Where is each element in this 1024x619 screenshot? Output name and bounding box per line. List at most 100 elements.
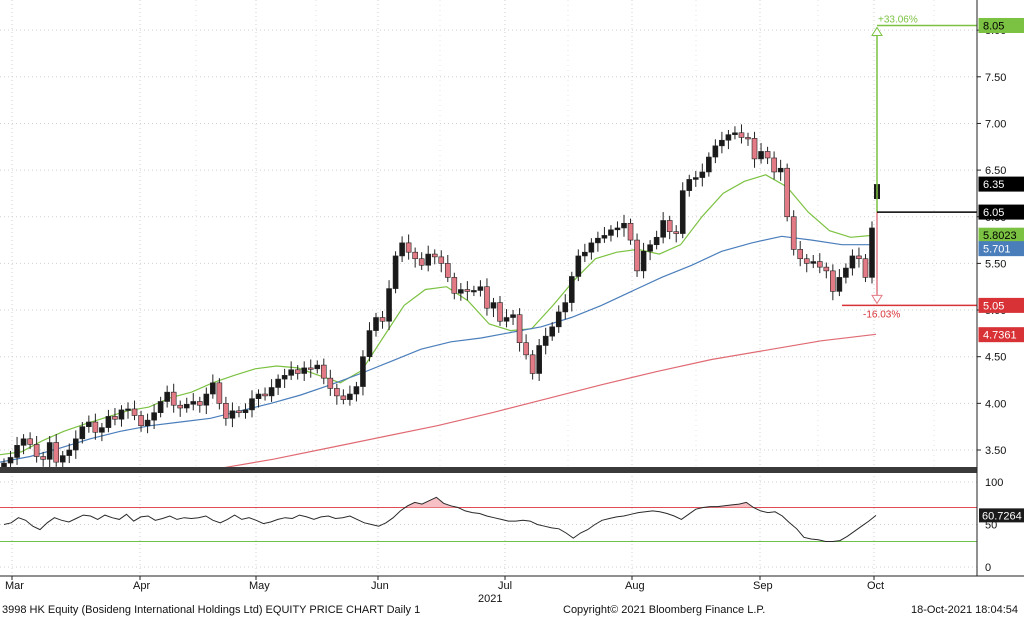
- candle: [706, 152, 712, 177]
- candle-body: [216, 382, 223, 404]
- copyright-text: Copyright© 2021 Bloomberg Finance L.P.: [563, 604, 766, 616]
- candle-body: [118, 409, 125, 420]
- candle: [405, 234, 412, 260]
- candle-body: [418, 258, 425, 266]
- candle-body: [477, 286, 484, 291]
- candle-body: [699, 171, 706, 178]
- y-tick-label: 7.50: [985, 72, 1006, 84]
- candle: [503, 309, 510, 328]
- price-tag: 5.8023: [978, 227, 1024, 243]
- y-tick-label: 4.50: [985, 352, 1006, 364]
- rsi-tick-label: 0: [985, 562, 991, 574]
- x-tick-label: Oct: [867, 580, 884, 592]
- target-low-arrowhead: [871, 294, 883, 305]
- grid: [0, 0, 977, 573]
- candle-body: [320, 364, 327, 379]
- candle-body: [183, 403, 190, 409]
- candle: [170, 383, 177, 413]
- candle: [699, 163, 706, 187]
- price-tag: 6.05: [978, 204, 1024, 220]
- candle: [438, 250, 445, 273]
- candle-body: [53, 442, 60, 463]
- price-tag: 4.7361: [978, 327, 1024, 343]
- candle-body: [399, 242, 405, 257]
- candle-body: [92, 421, 99, 433]
- candle-body: [353, 386, 360, 395]
- candle: [634, 233, 640, 277]
- x-tick-label: Jun: [371, 580, 389, 592]
- candle-body: [608, 229, 614, 236]
- candle-body: [666, 220, 673, 232]
- candle: [477, 280, 484, 297]
- candle-body: [40, 456, 46, 460]
- candle-body: [236, 410, 242, 413]
- candle: [131, 400, 138, 421]
- candle-body: [223, 403, 229, 419]
- candle: [86, 415, 92, 433]
- rsi-panel: [0, 496, 977, 542]
- candle-body: [373, 317, 379, 331]
- candle: [836, 268, 843, 297]
- target-low-pct: -16.03%: [863, 309, 900, 320]
- candle: [288, 361, 294, 381]
- candle: [275, 374, 281, 395]
- axes: 3.504.004.505.005.506.006.507.007.508.00…: [0, 0, 1024, 605]
- price-tag-label: 6.05: [983, 207, 1004, 219]
- candle-body: [307, 367, 314, 370]
- sma-line-3: [217, 333, 877, 470]
- candle-body: [595, 237, 601, 244]
- candle: [255, 389, 262, 408]
- candle: [164, 385, 170, 408]
- x-tick-label: May: [249, 580, 270, 592]
- y-tick-label: 7.00: [985, 118, 1006, 130]
- rsi-value-tag-label: 60.7264: [982, 510, 1022, 522]
- price-tag-label: 5.701: [983, 244, 1011, 256]
- candle: [484, 278, 490, 316]
- target-high-arrowhead: [871, 26, 883, 36]
- candle-body: [392, 255, 399, 289]
- candle: [72, 430, 79, 459]
- candle-body: [856, 255, 862, 260]
- candle-body: [33, 444, 40, 457]
- candle: [418, 252, 425, 270]
- panel-separator: [0, 467, 977, 473]
- candle: [314, 360, 321, 374]
- candle-body: [66, 449, 73, 456]
- candle-body: [490, 302, 497, 309]
- candle-body: [712, 145, 719, 158]
- candle-body: [177, 404, 184, 409]
- candle: [745, 132, 751, 146]
- candle-body: [190, 401, 197, 405]
- candle: [347, 385, 353, 406]
- candle-body: [621, 222, 627, 229]
- candle-body: [679, 190, 686, 234]
- price-tag: 6.35: [978, 176, 1024, 192]
- candle-body: [719, 139, 725, 147]
- candle: [692, 171, 699, 187]
- candle: [451, 272, 458, 300]
- candle: [20, 434, 27, 455]
- candle-body: [634, 239, 640, 272]
- candle: [196, 396, 203, 413]
- x-tick-label: Apr: [133, 580, 150, 592]
- candle: [99, 422, 105, 442]
- candle: [830, 264, 836, 301]
- candle-body: [771, 157, 777, 173]
- candle: [210, 374, 216, 399]
- candle-body: [764, 151, 771, 159]
- candle-body: [582, 251, 588, 257]
- candle: [608, 225, 614, 242]
- candle: [777, 159, 784, 181]
- candle-body: [72, 438, 79, 451]
- candle: [686, 174, 693, 197]
- candle-body: [484, 286, 490, 309]
- sma-line-2: [0, 235, 872, 463]
- candle-body: [529, 354, 536, 374]
- rsi-tick-label: 50: [985, 520, 997, 532]
- candle: [562, 294, 569, 320]
- candle: [575, 249, 582, 282]
- candle: [236, 406, 242, 418]
- x-tick-label: Mar: [5, 580, 24, 592]
- price-annotations: +33.06% -16.03%: [842, 14, 977, 320]
- chart-caption: 3998 HK Equity (Bosideng International H…: [2, 604, 421, 616]
